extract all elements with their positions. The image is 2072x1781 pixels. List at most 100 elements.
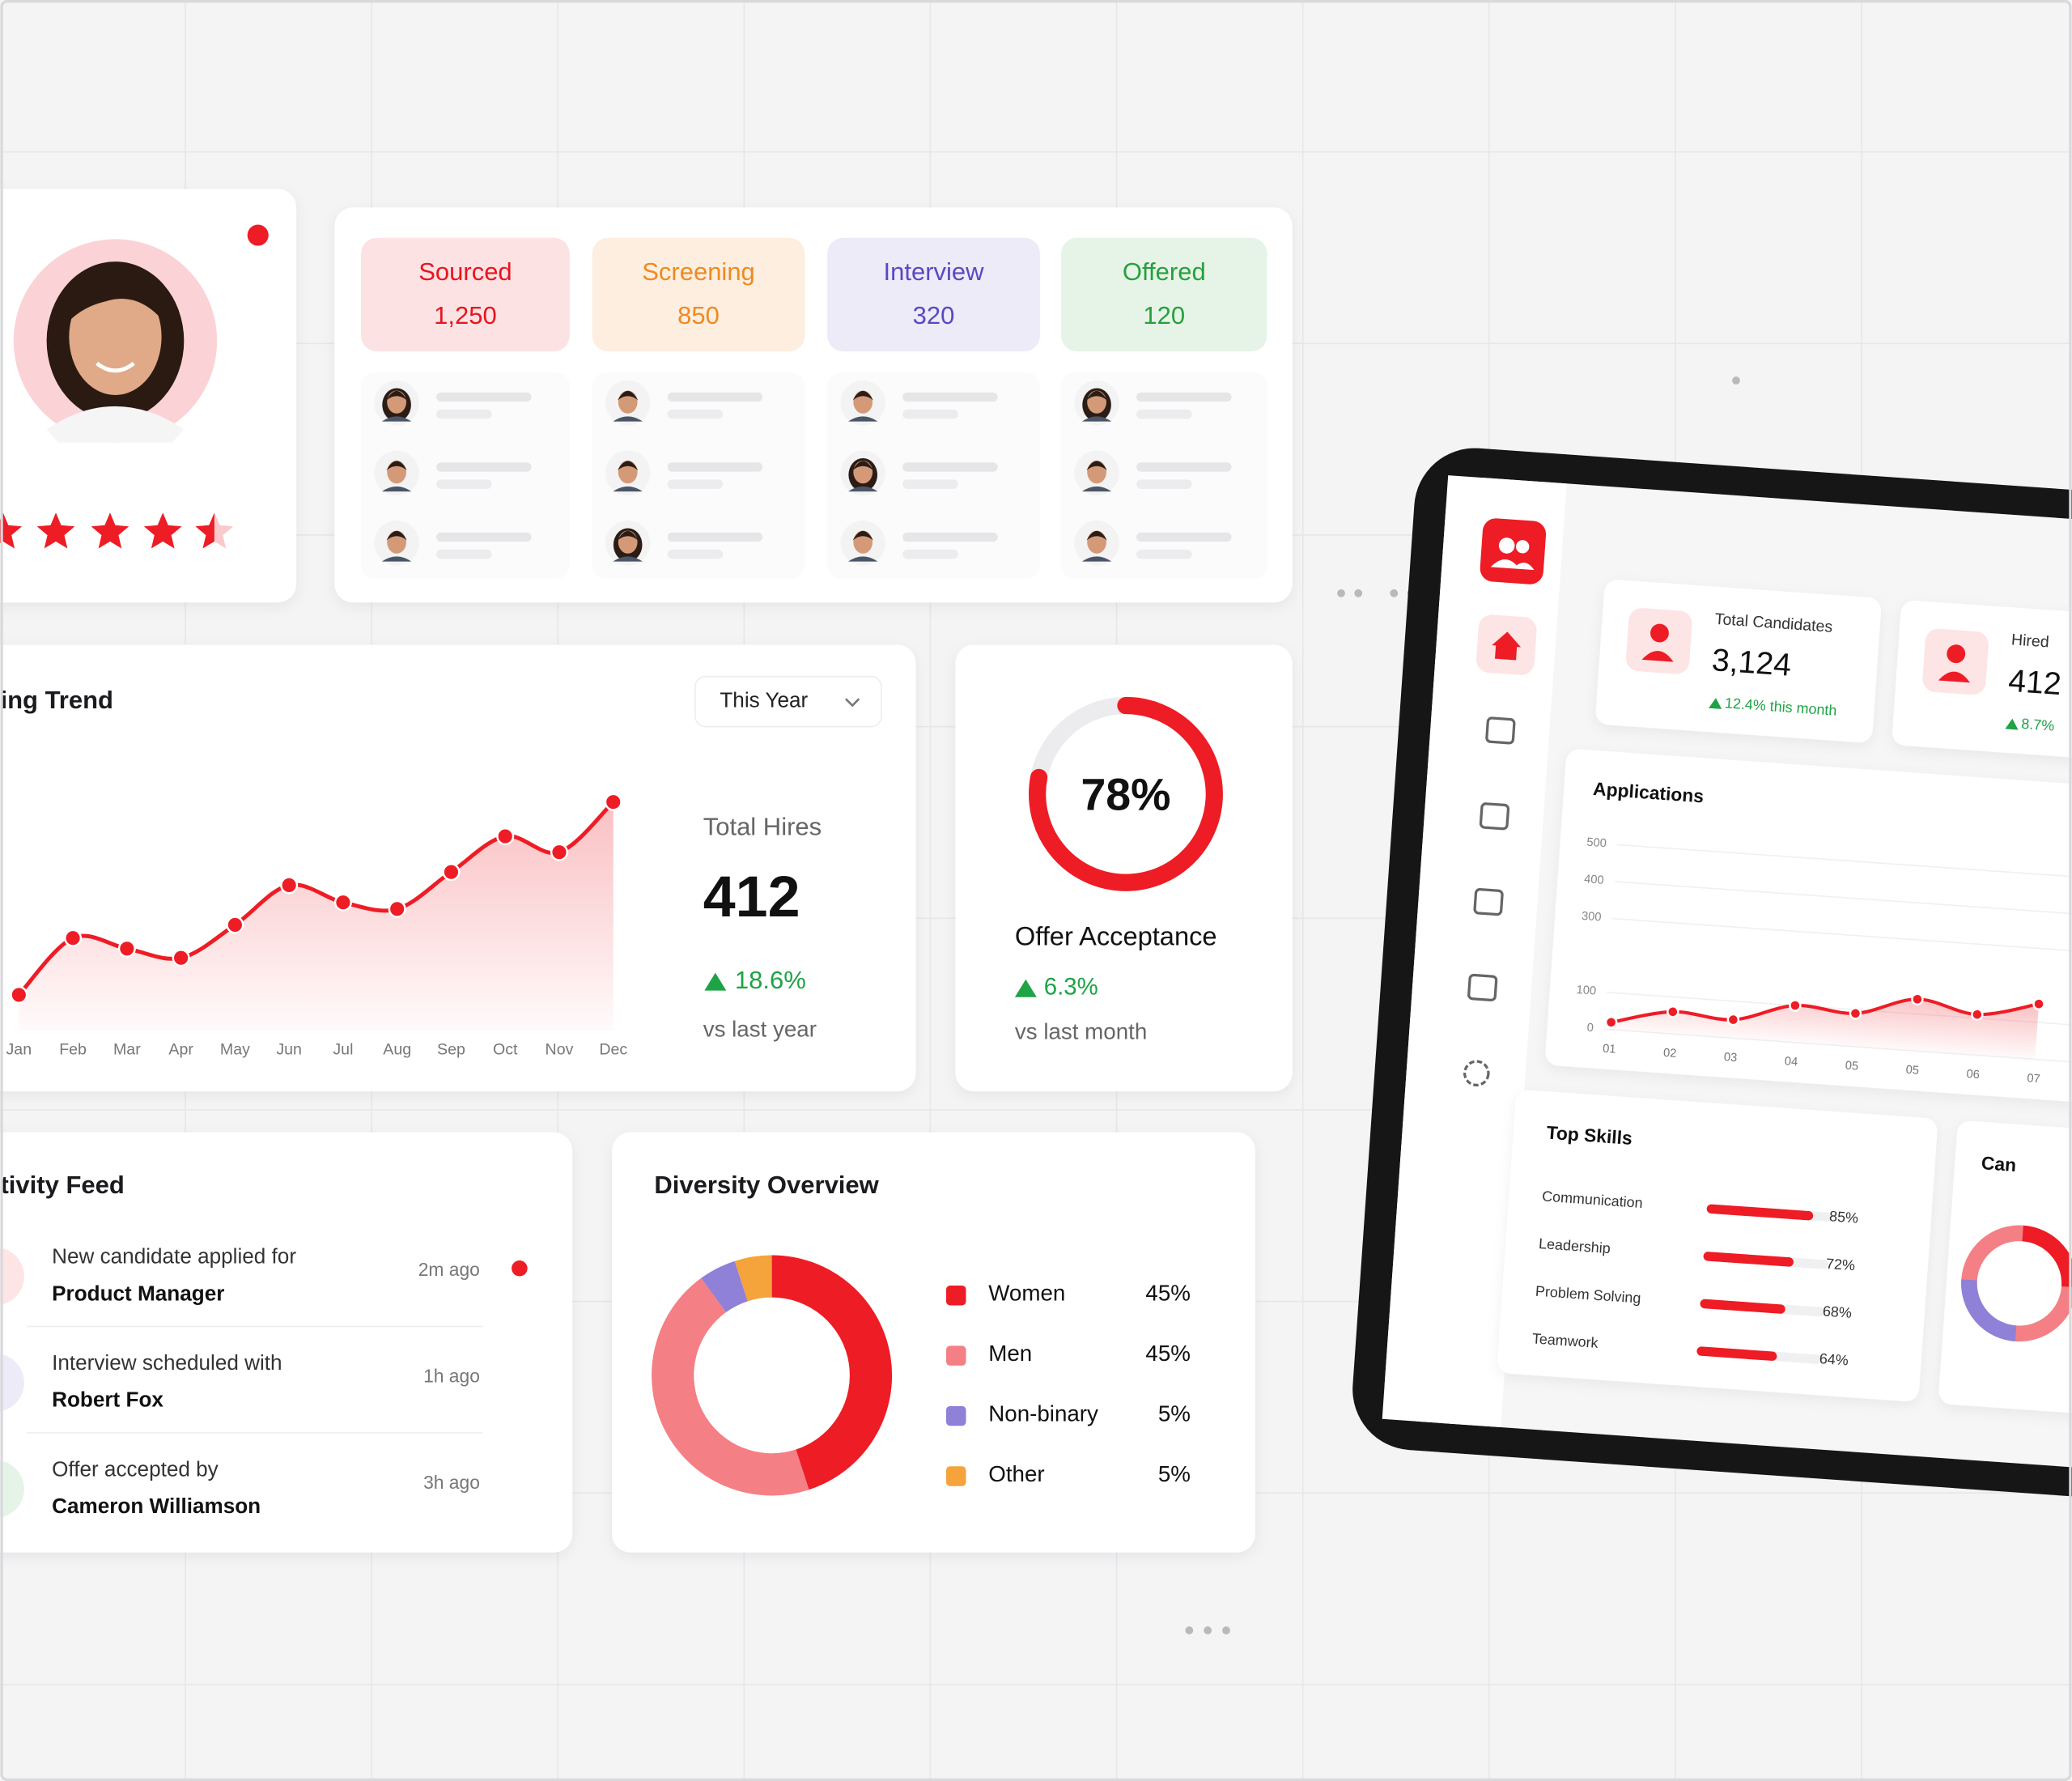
legend-value: 5% bbox=[1158, 1401, 1191, 1426]
card bbox=[334, 207, 1293, 603]
star bbox=[0, 512, 23, 549]
stage-count: 1,250 bbox=[434, 301, 497, 329]
hair-top bbox=[386, 530, 407, 541]
nav-icon[interactable] bbox=[1485, 716, 1516, 745]
stage-badge bbox=[827, 237, 1040, 352]
card-title: ing Trend bbox=[0, 686, 113, 714]
kpi-note: vs last month bbox=[1015, 1019, 1147, 1044]
skeleton-line bbox=[436, 479, 492, 489]
nav-icon[interactable] bbox=[1479, 802, 1510, 831]
avatar bbox=[605, 380, 651, 426]
skeleton-line bbox=[667, 392, 763, 402]
shoulders bbox=[1081, 416, 1112, 422]
y-tick-label: 500 bbox=[1586, 836, 1607, 851]
skeleton-line bbox=[1136, 392, 1232, 402]
shoulders bbox=[613, 416, 643, 422]
point bbox=[1971, 1008, 1984, 1021]
kpi-card: Hired 412 8.7% bbox=[1892, 600, 2072, 763]
point bbox=[1667, 1005, 1679, 1018]
activity-icon bbox=[0, 1460, 24, 1518]
shoulders bbox=[1081, 556, 1112, 562]
nav-item bbox=[1467, 973, 1498, 1002]
legend-label: Men bbox=[988, 1341, 1032, 1366]
skeleton-line bbox=[436, 409, 492, 419]
y-tick-label: 400 bbox=[1584, 873, 1605, 887]
kpi-value: 412 bbox=[703, 865, 800, 929]
column-bg bbox=[361, 372, 570, 579]
kpi-icon-glyph bbox=[1641, 651, 1674, 662]
point bbox=[1604, 1016, 1618, 1029]
x-tick-label: Dec bbox=[599, 1041, 627, 1059]
nav-icon[interactable] bbox=[1463, 1060, 1490, 1087]
hair-top bbox=[852, 461, 873, 470]
logo-icon bbox=[1490, 559, 1535, 571]
x-tick-label: 06 bbox=[1966, 1068, 1980, 1082]
skeleton-line bbox=[902, 549, 958, 559]
bar bbox=[1700, 1299, 1785, 1314]
legend-swatch bbox=[946, 1466, 966, 1486]
up-arrow bbox=[704, 972, 727, 991]
card-title: Can bbox=[1981, 1152, 2017, 1175]
point bbox=[1849, 1007, 1862, 1020]
x-tick-label: Aug bbox=[383, 1041, 411, 1059]
card-title: tivity Feed bbox=[0, 1171, 124, 1199]
shoulders bbox=[613, 556, 643, 562]
unread-dot bbox=[512, 1260, 528, 1277]
x-tick-label: Nov bbox=[546, 1041, 574, 1059]
kpi-icon-glyph bbox=[1938, 671, 1970, 683]
background-dot bbox=[1337, 589, 1345, 597]
dropdown-label: This Year bbox=[720, 688, 808, 712]
kpi-value: 3,124 bbox=[1711, 643, 1793, 683]
hair-top bbox=[618, 530, 639, 541]
point bbox=[2032, 997, 2045, 1010]
skeleton-line bbox=[902, 532, 998, 542]
kpi-label: Total Hires bbox=[703, 812, 822, 840]
legend-swatch bbox=[946, 1285, 966, 1306]
nav-home[interactable] bbox=[1491, 631, 1522, 661]
trend-card: ing Trend This Year Total Hires 412 18.6% vs … bbox=[0, 644, 916, 1092]
shoulders bbox=[381, 556, 412, 562]
bar-value: 72% bbox=[1825, 1256, 1855, 1273]
mini-donut bbox=[1961, 1279, 2017, 1341]
nav-icon[interactable] bbox=[1467, 973, 1498, 1002]
grid-line bbox=[1611, 917, 2072, 954]
dropdown[interactable] bbox=[694, 675, 882, 728]
x-tick-label: Jul bbox=[333, 1041, 353, 1059]
activity-subject: Product Manager bbox=[52, 1281, 224, 1305]
hair-top bbox=[852, 530, 873, 541]
point bbox=[388, 899, 406, 918]
shoulders bbox=[847, 556, 878, 562]
point bbox=[226, 916, 244, 934]
activity-icon bbox=[0, 1248, 24, 1305]
sidebar bbox=[1382, 475, 1567, 1428]
status-dot bbox=[247, 224, 269, 246]
avatar bbox=[374, 521, 419, 566]
stage-name: Sourced bbox=[418, 257, 512, 286]
kpi-change: 18.6% bbox=[735, 966, 806, 994]
bar bbox=[1706, 1204, 1814, 1221]
card bbox=[612, 1132, 1255, 1553]
x-tick-label: May bbox=[220, 1041, 250, 1059]
avatar bbox=[374, 450, 419, 496]
bar bbox=[1696, 1346, 1777, 1361]
avatar bbox=[605, 450, 651, 496]
x-tick-label: Oct bbox=[493, 1041, 518, 1059]
point bbox=[442, 863, 461, 882]
nav-icon[interactable] bbox=[1473, 888, 1504, 916]
point bbox=[1726, 1013, 1740, 1027]
avatar bbox=[840, 521, 885, 566]
skeleton-line bbox=[902, 392, 998, 402]
skeleton-line bbox=[1136, 462, 1232, 472]
legend-value: 45% bbox=[1145, 1281, 1191, 1306]
logo-icon bbox=[1516, 540, 1530, 554]
x-tick-label: Jun bbox=[276, 1041, 302, 1059]
gauge-label: 78% bbox=[1081, 769, 1170, 819]
background-dot bbox=[1204, 1626, 1212, 1634]
nav-item bbox=[1473, 888, 1504, 916]
kpi-icon-glyph bbox=[1650, 623, 1669, 643]
y-tick-label: 0 bbox=[1586, 1022, 1594, 1035]
point bbox=[496, 827, 515, 846]
legend-label: Non-binary bbox=[988, 1401, 1098, 1426]
